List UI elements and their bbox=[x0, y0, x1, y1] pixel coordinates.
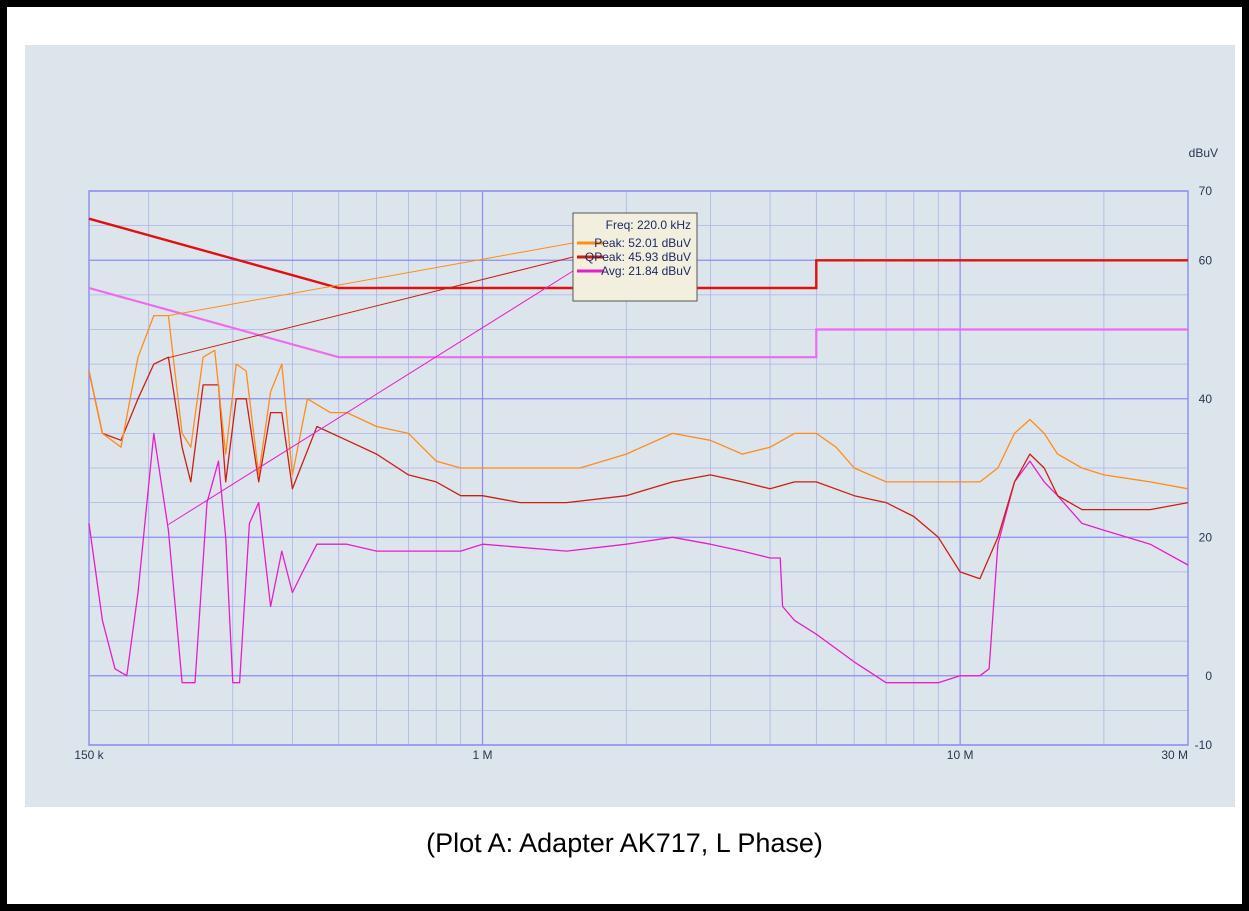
tooltip-leader-peak bbox=[168, 242, 574, 317]
y-tick-label: 70 bbox=[1199, 184, 1213, 198]
tooltip-leader-qpeak bbox=[168, 256, 574, 359]
tooltip-entry-qpeak: QPeak: 45.93 dBuV bbox=[585, 250, 691, 264]
y-tick-label: 0 bbox=[1205, 669, 1212, 683]
trace-qpeak bbox=[88, 356, 1189, 580]
tooltip-leader-avg bbox=[168, 270, 574, 525]
x-tick-label: 1 M bbox=[473, 748, 493, 762]
plot-border bbox=[88, 190, 1189, 746]
tooltip-entry-avg: Avg: 21.84 dBuV bbox=[601, 264, 691, 278]
tooltip-entry-peak: Peak: 52.01 dBuV bbox=[594, 236, 691, 250]
trace-avg bbox=[88, 432, 1189, 684]
y-unit-label: dBuV bbox=[1189, 146, 1218, 160]
limit-line-qp bbox=[88, 217, 1188, 290]
plot-panel: 150 k 1 M 10 M 30 M 70 60 40 20 0 -10 dBuV Freq: 22… bbox=[25, 45, 1235, 807]
y-tick-label: -10 bbox=[1195, 738, 1213, 752]
x-tick-label: 150 k bbox=[74, 748, 104, 762]
trace-peak bbox=[88, 314, 1189, 490]
limit-line-avg bbox=[88, 286, 1188, 359]
tooltip-freq: Freq: 220.0 kHz bbox=[606, 218, 691, 232]
emission-chart: 150 k 1 M 10 M 30 M 70 60 40 20 0 -10 dBuV Freq: 22… bbox=[74, 146, 1218, 762]
y-tick-label: 20 bbox=[1199, 530, 1213, 544]
y-tick-label: 60 bbox=[1199, 253, 1213, 267]
figure-caption: (Plot A: Adapter AK717, L Phase) bbox=[426, 828, 823, 858]
x-tick-label: 10 M bbox=[947, 748, 974, 762]
y-tick-label: 40 bbox=[1199, 392, 1213, 406]
x-tick-label: 30 M bbox=[1161, 748, 1188, 762]
